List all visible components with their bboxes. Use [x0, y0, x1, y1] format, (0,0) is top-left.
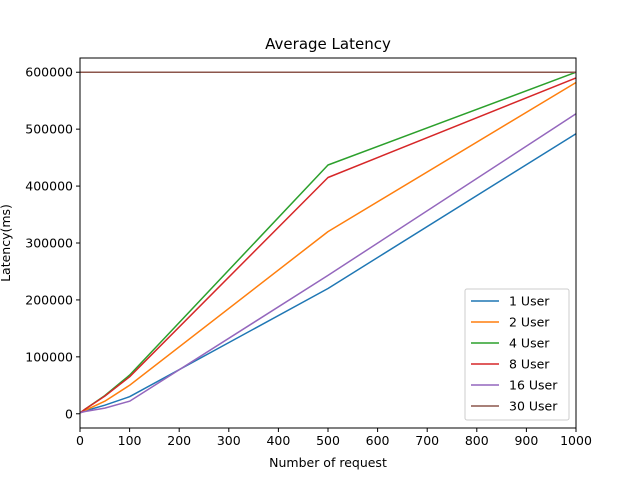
y-tick-label: 600000 — [25, 65, 73, 80]
y-tick-label: 500000 — [25, 122, 73, 137]
y-tick-label: 200000 — [25, 292, 73, 307]
x-tick-label: 700 — [415, 433, 439, 448]
y-tick-label: 0 — [65, 406, 73, 421]
legend-label-0: 1 User — [509, 294, 550, 309]
legend-label-2: 4 User — [509, 336, 550, 351]
y-axis-ticks: 0 100000 200000 300000 400000 500000 600000 — [25, 65, 80, 421]
series-line-4 — [80, 113, 577, 414]
y-tick-label: 300000 — [25, 236, 73, 251]
x-tick-label: 900 — [514, 433, 538, 448]
chart-title: Average Latency — [265, 35, 391, 53]
x-tick-label: 600 — [366, 433, 390, 448]
y-tick-label: 100000 — [25, 349, 73, 364]
y-axis-title: Latency(ms) — [0, 204, 13, 282]
x-tick-label: 300 — [217, 433, 241, 448]
legend-label-3: 8 User — [509, 357, 550, 372]
legend: 1 User 2 User 4 User 8 User 16 User 30 User — [464, 288, 570, 421]
x-axis-ticks: 0 100 200 300 400 500 600 700 800 900 1000 — [76, 428, 592, 448]
series-lines — [80, 71, 577, 414]
x-tick-label: 200 — [167, 433, 191, 448]
legend-label-4: 16 User — [509, 378, 558, 393]
y-tick-label: 400000 — [25, 179, 73, 194]
legend-label-1: 2 User — [509, 315, 550, 330]
x-tick-label: 1000 — [560, 433, 592, 448]
x-tick-label: 400 — [266, 433, 290, 448]
series-line-3 — [80, 77, 577, 414]
legend-label-5: 30 User — [509, 399, 558, 414]
x-tick-label: 0 — [76, 433, 84, 448]
x-axis-title: Number of request — [269, 455, 387, 470]
x-tick-label: 500 — [316, 433, 340, 448]
x-tick-label: 800 — [465, 433, 489, 448]
series-line-1 — [80, 81, 577, 414]
x-tick-label: 100 — [118, 433, 142, 448]
